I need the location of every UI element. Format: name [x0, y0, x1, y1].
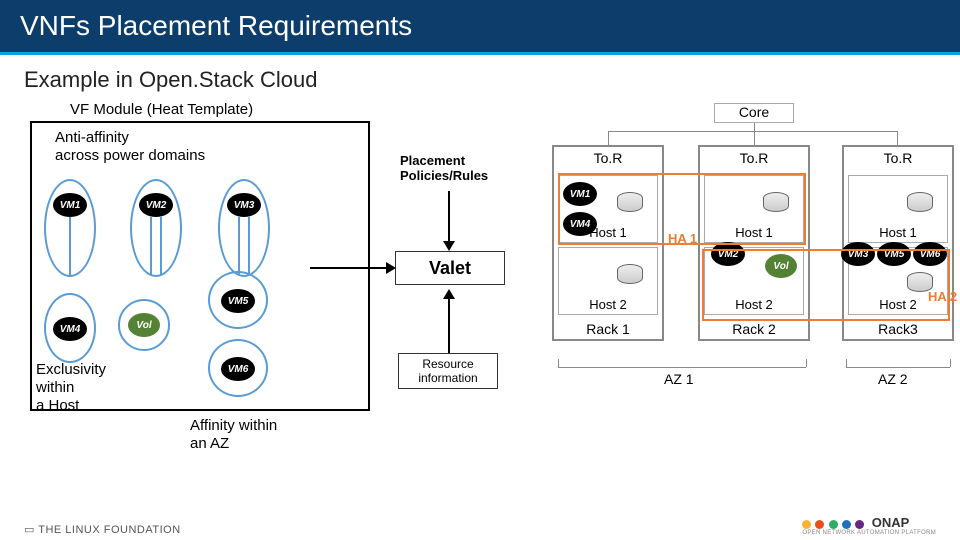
- vol-node: Vol: [128, 313, 160, 337]
- az1-h: [558, 367, 806, 368]
- az2-v1: [846, 359, 847, 367]
- vm4-node: VM4: [53, 317, 87, 341]
- vline-2: [150, 217, 152, 275]
- rack3-label: Rack3: [844, 319, 952, 339]
- tree-vline-core: [754, 123, 755, 131]
- footer-left: ▭ THE LINUX FOUNDATION: [24, 523, 181, 536]
- valet-box: Valet: [395, 251, 505, 285]
- page-title: VNFs Placement Requirements: [20, 10, 412, 41]
- vline-3: [160, 217, 162, 275]
- rack2-label: Rack 2: [700, 319, 808, 339]
- onap-sub: OPEN NETWORK AUTOMATION PLATFORM: [802, 530, 936, 536]
- az1-v2: [806, 359, 807, 367]
- subtitle: Example in Open.Stack Cloud: [0, 55, 960, 101]
- vm5-node: VM5: [221, 289, 255, 313]
- vm1-node: VM1: [53, 193, 87, 217]
- onap-dot-3: [829, 520, 838, 529]
- ha1-label: HA 1: [668, 231, 697, 246]
- r3h1-label: Host 1: [849, 225, 947, 240]
- resource-box: Resource information: [398, 353, 498, 389]
- onap-label: ONAP: [872, 515, 910, 530]
- title-bar: VNFs Placement Requirements: [0, 0, 960, 55]
- arrowhead-resource: [443, 289, 455, 299]
- ha2-label: HA 2: [928, 289, 957, 304]
- az1-v1: [558, 359, 559, 367]
- tor-1: To.R: [554, 147, 662, 171]
- vf-module-label: VF Module (Heat Template): [70, 101, 253, 118]
- footer-right: ONAP OPEN NETWORK AUTOMATION PLATFORM: [802, 515, 936, 536]
- az2-h: [846, 367, 950, 368]
- vm6-node: VM6: [221, 357, 255, 381]
- tor-3: To.R: [844, 147, 952, 171]
- exclusivity-label: Exclusivity within a Host: [36, 361, 106, 415]
- arrow-resource-valet: [448, 299, 450, 353]
- az1-label: AZ 1: [664, 371, 694, 387]
- onap-dot-5: [855, 520, 864, 529]
- rack3-host1: Host 1: [848, 175, 948, 243]
- tor-2: To.R: [700, 147, 808, 171]
- arrowhead-vf-valet: [386, 262, 396, 274]
- vline-4: [238, 217, 240, 275]
- diagram-area: VF Module (Heat Template) Anti-affinity …: [0, 101, 960, 521]
- onap-dot-2: [815, 520, 824, 529]
- core-box: Core: [714, 103, 794, 123]
- rack1-host2: Host 2: [558, 247, 658, 315]
- vm2-node: VM2: [139, 193, 173, 217]
- r1h2-disk: [617, 264, 643, 284]
- r1h2-label: Host 2: [559, 297, 657, 312]
- affinity-az-label: Affinity within an AZ: [190, 417, 277, 453]
- harrow-vf-valet: [310, 267, 388, 269]
- r3h1-disk: [907, 192, 933, 212]
- rack1-label: Rack 1: [554, 319, 662, 339]
- onap-dot-4: [842, 520, 851, 529]
- vm3-node: VM3: [227, 193, 261, 217]
- policy-label: Placement Policies/Rules: [400, 153, 500, 183]
- ha2-box: [702, 249, 950, 321]
- tree-vline-r1: [608, 131, 609, 145]
- az2-v2: [950, 359, 951, 367]
- tree-hline: [608, 131, 898, 132]
- arrowhead-policy: [443, 241, 455, 251]
- vline-5: [248, 217, 250, 275]
- az2-label: AZ 2: [878, 371, 908, 387]
- tree-vline-r3: [897, 131, 898, 145]
- anti-affinity-label: Anti-affinity across power domains: [55, 129, 205, 165]
- onap-dot-1: [802, 520, 811, 529]
- vline-1: [69, 217, 71, 275]
- tree-vline-r2: [754, 131, 755, 145]
- arrow-policy-valet: [448, 191, 450, 241]
